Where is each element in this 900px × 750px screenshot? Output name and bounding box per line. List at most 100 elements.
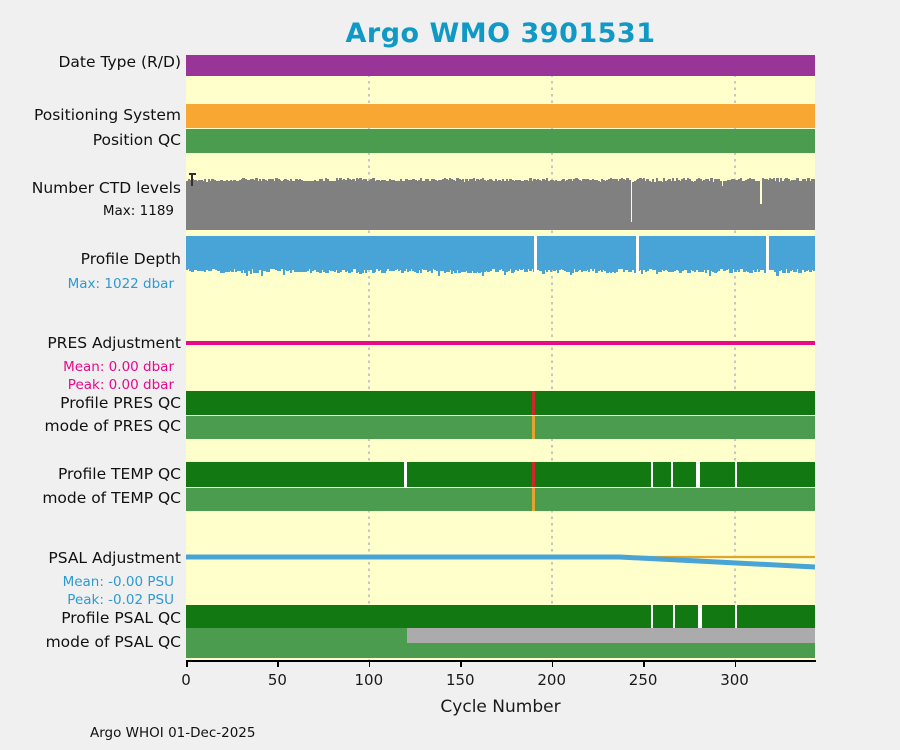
depth-column bbox=[366, 236, 370, 271]
depth-column bbox=[675, 236, 679, 270]
ctd-level-column bbox=[454, 180, 457, 230]
depth-column bbox=[278, 236, 282, 272]
ctd-level-column bbox=[624, 179, 627, 230]
ctd-level-column bbox=[478, 179, 481, 230]
depth-column bbox=[571, 236, 574, 274]
bar-profile-psal-qc bbox=[186, 605, 815, 628]
x-tick-100 bbox=[368, 661, 371, 667]
depth-column bbox=[624, 236, 627, 271]
ctd-level-column bbox=[640, 179, 644, 230]
chart-title: Argo WMO 3901531 bbox=[345, 18, 656, 49]
depth-column bbox=[233, 236, 236, 270]
ctd-level-column bbox=[293, 180, 296, 230]
ctd-level-column bbox=[461, 178, 465, 230]
ctd-level-column bbox=[492, 180, 496, 230]
depth-column bbox=[266, 236, 269, 272]
ctd-level-column bbox=[304, 180, 307, 230]
depth-column bbox=[333, 236, 337, 272]
depth-column bbox=[697, 236, 701, 273]
ctd-level-column bbox=[372, 178, 375, 230]
ctd-level-column bbox=[350, 180, 353, 230]
x-tick-label-200: 200 bbox=[537, 671, 566, 689]
depth-column bbox=[481, 236, 485, 276]
depth-column bbox=[308, 236, 311, 270]
qc-flag-tick bbox=[531, 462, 535, 487]
label-mode-temp-qc: mode of TEMP QC bbox=[42, 489, 181, 507]
ctd-level-column bbox=[474, 180, 478, 230]
depth-column bbox=[291, 236, 295, 270]
depth-column bbox=[710, 236, 713, 271]
bar-mode-psal-qc bbox=[186, 628, 815, 658]
depth-column bbox=[427, 236, 430, 273]
ctd-level-column bbox=[494, 178, 498, 230]
depth-column bbox=[759, 236, 763, 270]
depth-column bbox=[551, 236, 554, 270]
x-tick-label-0: 0 bbox=[181, 671, 191, 689]
depth-column bbox=[536, 236, 540, 270]
depth-column bbox=[679, 236, 682, 273]
depth-column bbox=[812, 236, 816, 272]
ctd-level-column bbox=[672, 178, 675, 230]
depth-column bbox=[768, 236, 772, 270]
ctd-level-column bbox=[803, 178, 807, 230]
depth-column bbox=[544, 236, 547, 271]
depth-column bbox=[388, 236, 392, 272]
depth-column bbox=[800, 236, 803, 273]
ctd-level-column bbox=[233, 180, 236, 230]
ctd-level-column bbox=[202, 181, 205, 230]
ctd-level-column bbox=[456, 178, 459, 230]
depth-column bbox=[750, 236, 754, 273]
ctd-level-column bbox=[355, 178, 359, 230]
ctd-level-column bbox=[794, 179, 797, 230]
depth-column bbox=[668, 236, 671, 273]
ctd-level-column bbox=[500, 180, 503, 230]
ctd-level-column bbox=[790, 180, 794, 230]
ctd-level-column bbox=[416, 181, 419, 230]
sublabel-depth-max: Max: 1022 dbar bbox=[67, 276, 174, 292]
x-tick-200 bbox=[551, 661, 554, 667]
depth-column bbox=[269, 236, 273, 270]
ctd-level-column bbox=[712, 181, 715, 230]
depth-column bbox=[289, 236, 293, 273]
ctd-level-column bbox=[414, 180, 417, 230]
ctd-level-column bbox=[726, 179, 730, 230]
ctd-level-column bbox=[331, 181, 335, 230]
ctd-level-column bbox=[383, 180, 386, 230]
depth-column bbox=[357, 236, 360, 272]
missing-profile-gap bbox=[735, 605, 738, 628]
ctd-level-column bbox=[397, 181, 401, 230]
sublabel-ctd-max: Max: 1189 bbox=[102, 203, 174, 219]
depth-column bbox=[695, 236, 699, 271]
ctd-level-column bbox=[611, 178, 615, 230]
depth-column bbox=[512, 236, 516, 272]
ctd-level-column bbox=[549, 179, 552, 230]
ctd-level-column bbox=[269, 179, 273, 230]
ctd-level-column bbox=[778, 181, 781, 230]
depth-column bbox=[469, 236, 472, 273]
label-mode-pres-qc: mode of PRES QC bbox=[44, 417, 181, 435]
depth-column bbox=[255, 236, 258, 273]
depth-column bbox=[593, 236, 596, 270]
depth-column bbox=[781, 236, 785, 273]
depth-column bbox=[796, 236, 799, 270]
depth-column bbox=[438, 236, 441, 277]
ctd-level-column bbox=[518, 179, 521, 230]
ctd-level-column bbox=[428, 180, 432, 230]
ctd-level-column bbox=[395, 181, 399, 230]
depth-column bbox=[708, 236, 712, 277]
depth-column bbox=[275, 236, 278, 270]
ctd-level-column bbox=[608, 178, 611, 230]
ctd-level-column bbox=[659, 181, 662, 230]
ctd-level-column bbox=[251, 178, 254, 230]
label-psal-adjustment: PSAL Adjustment bbox=[48, 549, 181, 567]
ctd-level-column bbox=[417, 180, 421, 230]
depth-column bbox=[582, 236, 585, 271]
ctd-level-column bbox=[207, 179, 211, 230]
ctd-level-column bbox=[326, 179, 329, 230]
ctd-level-column bbox=[576, 178, 580, 230]
depth-column bbox=[549, 236, 552, 272]
qc-flag-tick bbox=[531, 488, 535, 511]
depth-column bbox=[531, 236, 534, 270]
ctd-level-column bbox=[677, 180, 680, 230]
depth-column bbox=[249, 236, 253, 275]
